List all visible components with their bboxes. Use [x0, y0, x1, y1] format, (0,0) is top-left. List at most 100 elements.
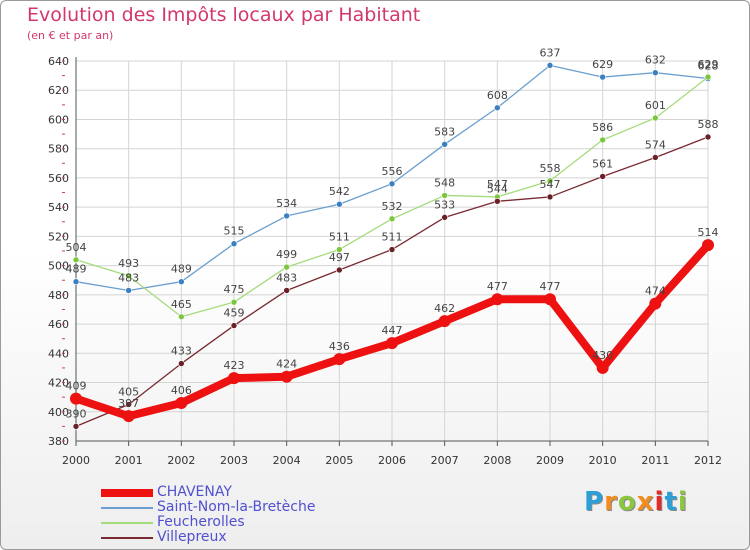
- logo-letter: i: [677, 487, 688, 517]
- data-label: 511: [382, 231, 403, 244]
- data-point: [546, 62, 554, 69]
- data-label: 588: [698, 118, 719, 131]
- legend-swatch: [101, 537, 153, 539]
- data-point: [652, 154, 659, 161]
- data-point: [599, 136, 606, 144]
- data-point: [178, 313, 185, 321]
- data-point: [599, 173, 606, 180]
- data-point: [494, 104, 501, 112]
- data-point: [546, 177, 554, 185]
- data-label: 542: [329, 185, 350, 198]
- data-point: [72, 256, 80, 264]
- x-tick-label: 2005: [325, 454, 353, 467]
- data-point: [546, 193, 554, 201]
- legend-label: Saint-Nom-la-Bretèche: [157, 499, 316, 515]
- data-label: 489: [66, 263, 87, 276]
- data-label: 637: [540, 46, 561, 59]
- data-label: 629: [698, 58, 719, 71]
- data-label: 629: [592, 58, 613, 71]
- data-point: [652, 69, 659, 76]
- data-point: [441, 214, 448, 221]
- data-point: [702, 239, 714, 252]
- y-tick-label: 580: [48, 143, 69, 156]
- data-point: [336, 200, 343, 208]
- x-tick-label: 2009: [536, 454, 564, 467]
- data-label: 459: [224, 307, 245, 320]
- logo-letter: P: [584, 487, 605, 517]
- data-label: 499: [276, 248, 297, 261]
- logo-letter: o: [617, 487, 637, 517]
- y-tick-label: 520: [48, 230, 69, 243]
- proxiti-logo: Proxiti: [584, 487, 688, 517]
- x-tick-label: 2007: [431, 454, 459, 467]
- data-point: [652, 114, 659, 122]
- data-label: 547: [540, 178, 561, 191]
- y-tick-label: 380: [48, 435, 69, 448]
- data-label: 424: [276, 358, 297, 371]
- data-label: 477: [487, 280, 508, 293]
- y-tick-label: 620: [48, 84, 69, 97]
- data-label: 436: [329, 340, 350, 353]
- data-label: 514: [698, 226, 719, 239]
- data-label: 561: [592, 157, 613, 170]
- data-label: 601: [645, 99, 666, 112]
- data-label: 390: [66, 407, 87, 420]
- x-tick-label: 2001: [115, 454, 143, 467]
- data-label: 583: [434, 125, 455, 138]
- chart-subtitle: (en € et par an): [27, 29, 114, 42]
- data-point: [704, 73, 712, 81]
- data-point: [125, 287, 132, 294]
- data-label: 483: [118, 271, 139, 284]
- data-label: 409: [66, 380, 87, 393]
- data-label: 504: [66, 241, 87, 254]
- x-tick-label: 2003: [220, 454, 248, 467]
- data-label: 632: [645, 54, 666, 67]
- data-label: 483: [276, 271, 297, 284]
- data-point: [230, 322, 238, 329]
- data-label: 462: [434, 302, 455, 315]
- data-point: [228, 372, 240, 385]
- data-point: [388, 180, 396, 188]
- data-label: 586: [592, 121, 613, 134]
- chart-title: Evolution des Impôts locaux par Habitant: [27, 4, 421, 26]
- data-point: [230, 298, 238, 306]
- data-label: 475: [224, 283, 245, 296]
- logo-letter: r: [604, 487, 618, 517]
- data-point: [491, 293, 504, 306]
- data-label: 574: [645, 138, 666, 151]
- data-label: 477: [540, 280, 561, 293]
- data-label: 433: [171, 345, 192, 358]
- y-tick-label: 640: [48, 55, 69, 68]
- data-point: [438, 315, 451, 328]
- legend-swatch: [101, 522, 153, 524]
- data-label: 406: [171, 384, 192, 397]
- data-point: [283, 263, 290, 271]
- data-point: [441, 141, 448, 148]
- data-point: [494, 198, 501, 205]
- data-point: [283, 212, 290, 220]
- data-label: 556: [382, 165, 403, 178]
- data-point: [72, 423, 80, 430]
- data-point: [544, 293, 556, 306]
- y-tick-label: 460: [48, 318, 69, 331]
- legend-label: CHAVENAY: [157, 484, 232, 500]
- data-point: [336, 266, 343, 274]
- data-label: 447: [382, 324, 403, 337]
- legend-swatch: [101, 507, 153, 509]
- x-tick-label: 2011: [641, 454, 669, 467]
- data-point: [280, 370, 293, 383]
- logo-letter: t: [664, 487, 678, 517]
- y-tick-label: 500: [48, 260, 69, 273]
- logo-letter: i: [654, 487, 665, 517]
- data-label: 558: [540, 162, 561, 175]
- data-point: [336, 246, 343, 253]
- x-tick-label: 2002: [167, 454, 195, 467]
- data-label: 534: [276, 197, 297, 210]
- data-point: [72, 278, 80, 285]
- data-label: 608: [487, 89, 508, 102]
- data-point: [388, 246, 396, 253]
- data-point: [441, 192, 448, 199]
- data-label: 532: [382, 200, 403, 213]
